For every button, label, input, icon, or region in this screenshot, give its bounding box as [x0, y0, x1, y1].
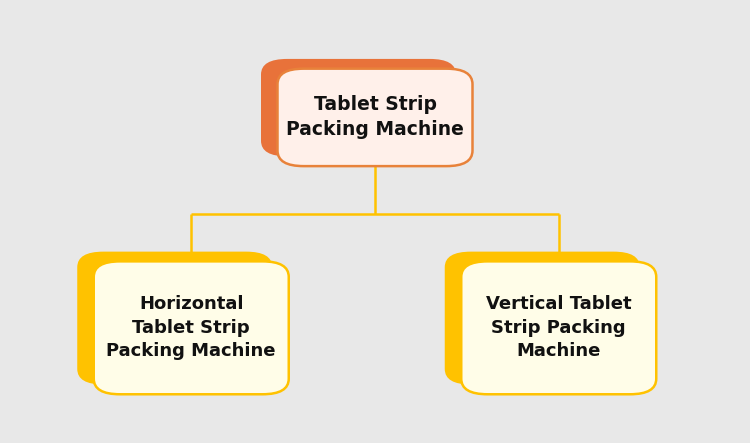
FancyBboxPatch shape [261, 59, 456, 156]
FancyBboxPatch shape [94, 261, 289, 394]
FancyBboxPatch shape [461, 261, 656, 394]
FancyBboxPatch shape [278, 69, 472, 166]
FancyBboxPatch shape [77, 252, 272, 385]
Text: Tablet Strip
Packing Machine: Tablet Strip Packing Machine [286, 95, 464, 140]
Text: Vertical Tablet
Strip Packing
Machine: Vertical Tablet Strip Packing Machine [486, 295, 632, 361]
FancyBboxPatch shape [445, 252, 640, 385]
Text: Horizontal
Tablet Strip
Packing Machine: Horizontal Tablet Strip Packing Machine [106, 295, 276, 361]
